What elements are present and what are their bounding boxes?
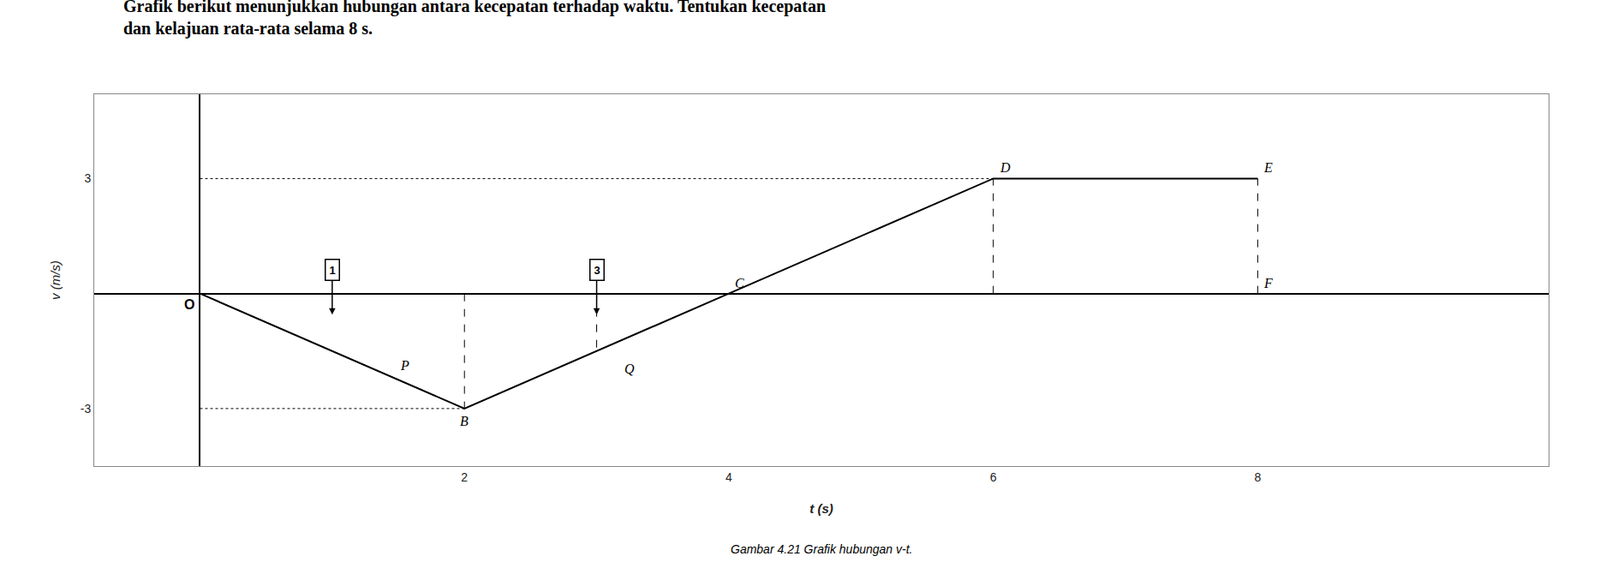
svg-text:6: 6 <box>990 470 998 484</box>
svg-text:D: D <box>999 160 1011 175</box>
svg-text:B: B <box>459 413 469 429</box>
svg-text:E: E <box>1263 160 1273 175</box>
svg-text:-3: -3 <box>80 401 92 416</box>
svg-text:3: 3 <box>594 263 601 277</box>
svg-text:4: 4 <box>725 470 733 484</box>
svg-text:Q: Q <box>624 361 635 377</box>
svg-text:t (s): t (s) <box>809 501 834 516</box>
svg-text:v (m/s): v (m/s) <box>47 260 63 300</box>
svg-text:Grafik berikut menunjukkan hub: Grafik berikut menunjukkan hubungan anta… <box>123 0 826 39</box>
svg-text:1: 1 <box>329 263 336 277</box>
svg-text:P: P <box>400 358 410 373</box>
svg-text:Gambar 4.21 Grafik hubungan v-: Gambar 4.21 Grafik hubungan v-t. <box>730 542 913 556</box>
svg-text:C: C <box>734 275 745 291</box>
svg-text:8: 8 <box>1254 470 1262 484</box>
svg-text:2: 2 <box>460 470 468 484</box>
svg-text:F: F <box>1263 275 1273 291</box>
svg-text:3: 3 <box>83 171 91 186</box>
svg-text:O: O <box>184 297 195 312</box>
